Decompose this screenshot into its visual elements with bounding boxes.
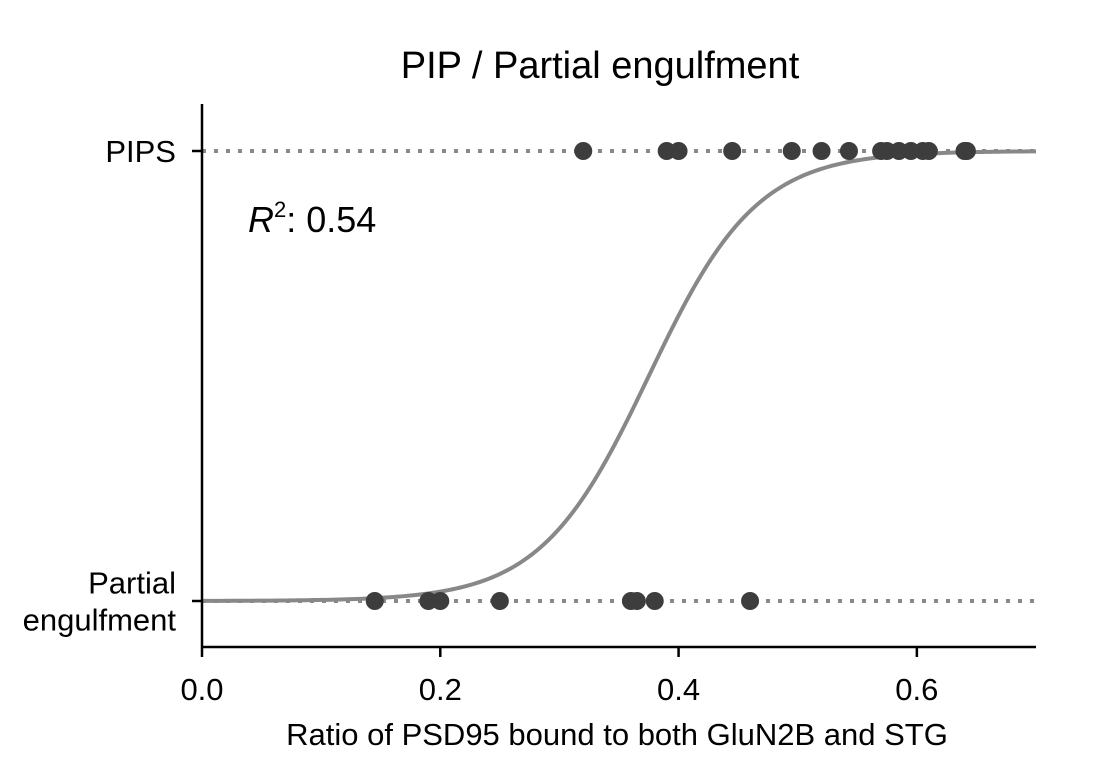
y-ticks: PIPS Partial engulfment: [23, 134, 202, 638]
data-point: [627, 592, 646, 610]
y-tick-label-line: PIPS: [105, 134, 176, 169]
data-point: [431, 592, 450, 610]
data-point: [957, 142, 976, 160]
r-squared-symbol: R: [248, 199, 274, 240]
data-point: [839, 142, 858, 160]
r-squared-value: : 0.54: [286, 199, 376, 240]
x-ticks: 0.0 0.2 0.4 0.6: [180, 647, 938, 707]
y-tick-label: Partial engulfment: [23, 566, 177, 638]
x-tick-label: 0.0: [180, 672, 223, 707]
data-point: [723, 142, 742, 160]
x-tick-label: 0.2: [419, 672, 462, 707]
y-tick-label: PIPS: [105, 134, 176, 169]
data-point: [782, 142, 801, 160]
data-point: [645, 592, 664, 610]
chart-title: PIP / Partial engulfment: [401, 45, 800, 87]
data-point: [490, 592, 509, 610]
data-point: [812, 142, 831, 160]
x-tick-label: 0.4: [657, 672, 700, 707]
data-point: [919, 142, 938, 160]
data-point: [741, 592, 760, 610]
r-squared-superscript: 2: [274, 197, 286, 222]
data-point: [365, 592, 384, 610]
x-tick-label: 0.6: [895, 672, 938, 707]
y-tick-label-line: engulfment: [23, 603, 177, 638]
r-squared-annotation: R2: 0.54: [248, 197, 376, 240]
data-point: [669, 142, 688, 160]
data-point: [574, 142, 593, 160]
y-tick-label-line: Partial: [88, 566, 176, 601]
x-axis-label: Ratio of PSD95 bound to both GluN2B and …: [286, 717, 948, 752]
data-points: [365, 142, 976, 610]
